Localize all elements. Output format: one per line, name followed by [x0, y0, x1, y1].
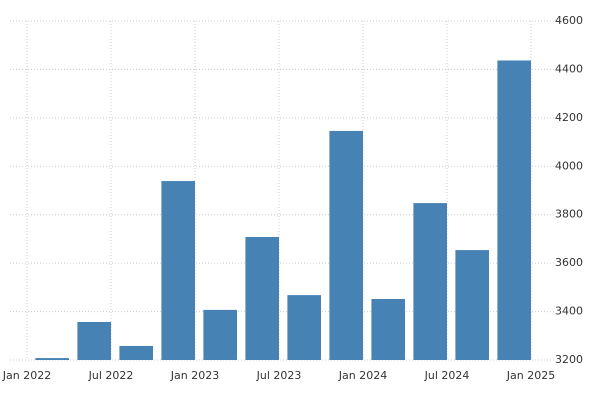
- x-tick-label: Jul 2024: [424, 369, 470, 382]
- bar: [119, 345, 153, 360]
- bar: [455, 250, 489, 360]
- y-tick-label: 4600: [555, 14, 583, 27]
- x-tick-label: Jul 2022: [88, 369, 134, 382]
- y-tick-label: 3400: [555, 305, 583, 318]
- bar: [35, 358, 69, 360]
- y-tick-label: 3600: [555, 256, 583, 269]
- y-tick-label: 4400: [555, 62, 583, 75]
- bar: [245, 236, 279, 360]
- bar: [287, 295, 321, 360]
- y-tick-label: 3200: [555, 353, 583, 366]
- x-tick-label: Jan 2023: [170, 369, 219, 382]
- y-tick-label: 3800: [555, 208, 583, 221]
- x-tick-label: Jan 2025: [506, 369, 555, 382]
- bar: [329, 130, 363, 360]
- bar: [161, 181, 195, 360]
- bar: [413, 203, 447, 360]
- y-tick-label: 4000: [555, 159, 583, 172]
- bar: [371, 298, 405, 360]
- bar: [77, 321, 111, 360]
- x-tick-label: Jan 2022: [2, 369, 51, 382]
- x-tick-label: Jul 2023: [256, 369, 302, 382]
- y-tick-label: 4200: [555, 111, 583, 124]
- x-tick-label: Jan 2024: [338, 369, 387, 382]
- bar: [203, 309, 237, 360]
- bar: [497, 60, 531, 360]
